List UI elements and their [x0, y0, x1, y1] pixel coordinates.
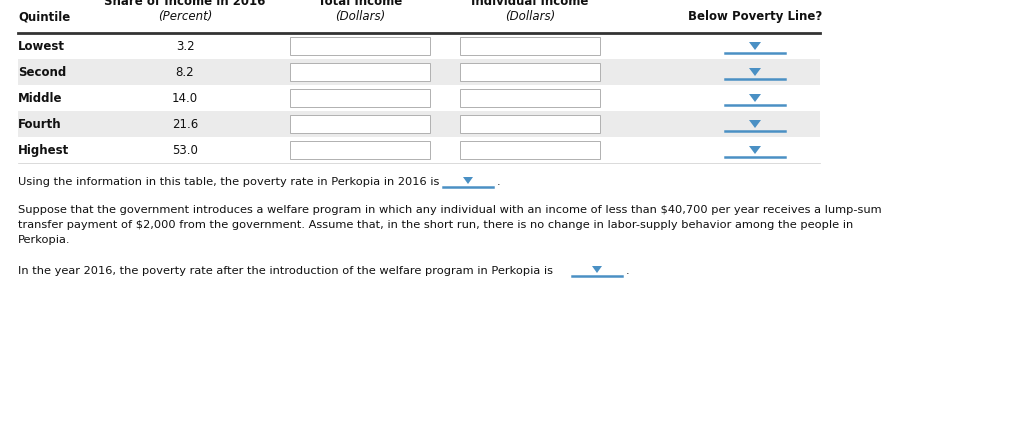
- Text: .: .: [626, 266, 630, 276]
- Bar: [460, 63, 600, 81]
- Bar: [18, 111, 820, 137]
- Text: Individual Income: Individual Income: [471, 0, 589, 8]
- Text: Suppose that the government introduces a welfare program in which any individual: Suppose that the government introduces a…: [18, 205, 882, 215]
- Bar: [290, 115, 430, 133]
- Text: .: .: [497, 177, 501, 187]
- Polygon shape: [749, 94, 761, 102]
- Text: Total Income: Total Income: [317, 0, 402, 8]
- Text: 8.2: 8.2: [176, 66, 195, 79]
- Text: Share of Income in 2016: Share of Income in 2016: [104, 0, 265, 8]
- Text: Second: Second: [18, 66, 67, 79]
- Polygon shape: [463, 177, 473, 184]
- Text: 14.0: 14.0: [172, 91, 198, 104]
- Bar: [460, 89, 600, 107]
- Text: (Percent): (Percent): [158, 10, 212, 23]
- Text: Highest: Highest: [18, 143, 70, 157]
- Text: In the year 2016, the poverty rate after the introduction of the welfare program: In the year 2016, the poverty rate after…: [18, 266, 553, 276]
- Text: 3.2: 3.2: [176, 39, 195, 52]
- Bar: [290, 63, 430, 81]
- Text: Middle: Middle: [18, 91, 62, 104]
- Bar: [460, 115, 600, 133]
- Text: (Dollars): (Dollars): [505, 10, 555, 23]
- Text: Below Poverty Line?: Below Poverty Line?: [688, 10, 822, 23]
- Polygon shape: [749, 120, 761, 128]
- Bar: [290, 37, 430, 55]
- Text: transfer payment of $2,000 from the government. Assume that, in the short run, t: transfer payment of $2,000 from the gove…: [18, 220, 853, 230]
- Text: Fourth: Fourth: [18, 118, 61, 131]
- Bar: [460, 141, 600, 159]
- Polygon shape: [749, 42, 761, 50]
- Text: Lowest: Lowest: [18, 39, 65, 52]
- Text: Quintile: Quintile: [18, 10, 71, 23]
- Bar: [290, 141, 430, 159]
- Text: Perkopia.: Perkopia.: [18, 235, 71, 245]
- Bar: [18, 59, 820, 85]
- Polygon shape: [749, 68, 761, 76]
- Text: Using the information in this table, the poverty rate in Perkopia in 2016 is: Using the information in this table, the…: [18, 177, 439, 187]
- Text: 53.0: 53.0: [172, 143, 198, 157]
- Polygon shape: [592, 266, 602, 273]
- Polygon shape: [749, 146, 761, 154]
- Text: 21.6: 21.6: [172, 118, 198, 131]
- Text: (Dollars): (Dollars): [335, 10, 385, 23]
- Bar: [290, 89, 430, 107]
- Bar: [460, 37, 600, 55]
